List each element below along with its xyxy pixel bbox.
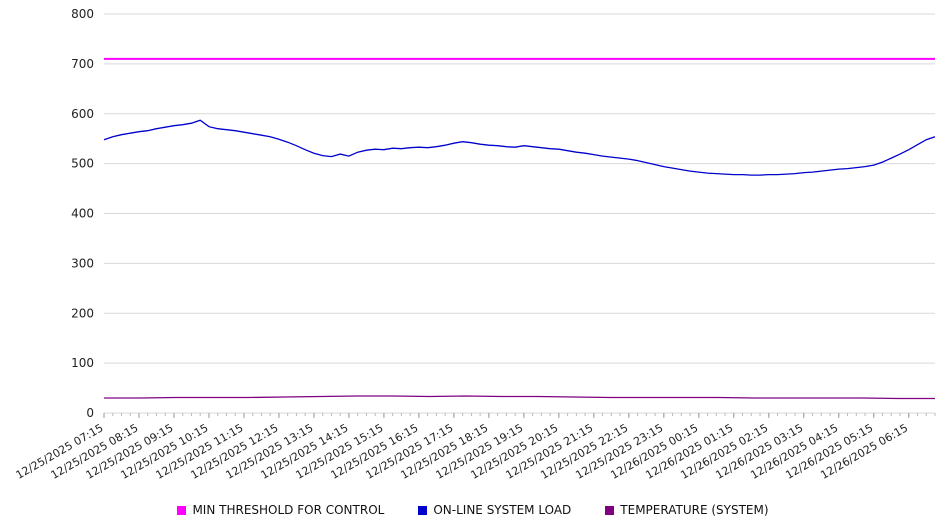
legend-item: ON-LINE SYSTEM LOAD xyxy=(418,503,571,517)
chart-legend: MIN THRESHOLD FOR CONTROL ON-LINE SYSTEM … xyxy=(0,498,946,522)
legend-label: TEMPERATURE (SYSTEM) xyxy=(620,503,769,517)
legend-label: ON-LINE SYSTEM LOAD xyxy=(433,503,572,517)
y-tick-label: 500 xyxy=(71,157,94,171)
legend-swatch xyxy=(605,505,615,515)
y-tick-label: 400 xyxy=(71,207,94,221)
legend-swatch xyxy=(177,505,187,515)
y-tick-label: 300 xyxy=(71,256,94,270)
series-line-2 xyxy=(104,395,935,400)
legend-item: MIN THRESHOLD FOR CONTROL xyxy=(177,503,384,517)
y-tick-label: 100 xyxy=(71,356,94,370)
series-line-1 xyxy=(103,119,936,176)
y-tick-label: 200 xyxy=(71,306,94,320)
y-tick-label: 800 xyxy=(71,7,94,21)
y-tick-label: 600 xyxy=(71,107,94,121)
legend-label: MIN THRESHOLD FOR CONTROL xyxy=(192,503,385,517)
y-tick-label: 0 xyxy=(86,406,94,420)
legend-item: TEMPERATURE (SYSTEM) xyxy=(605,503,769,517)
legend-swatch xyxy=(418,505,428,515)
y-tick-label: 700 xyxy=(71,57,94,71)
